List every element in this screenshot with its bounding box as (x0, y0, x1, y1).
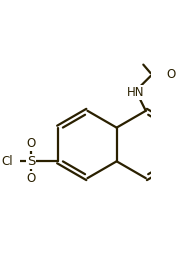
Text: O: O (26, 172, 35, 185)
Text: Cl: Cl (1, 155, 13, 168)
Text: O: O (26, 137, 35, 150)
Text: HN: HN (127, 85, 145, 99)
Text: O: O (166, 68, 175, 81)
Text: S: S (27, 155, 35, 168)
